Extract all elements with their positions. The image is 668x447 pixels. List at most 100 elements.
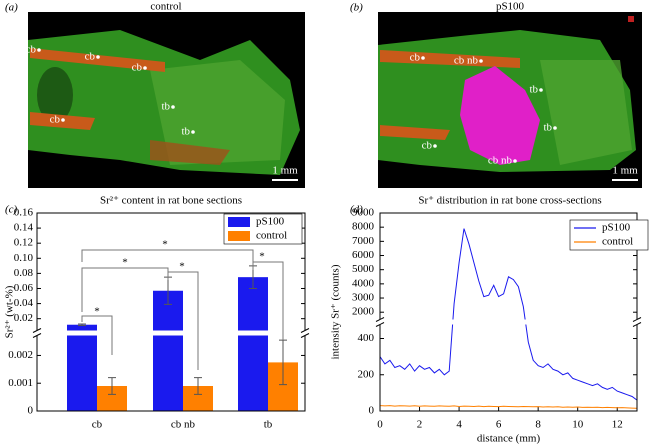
x-tick-label: 12 bbox=[612, 419, 623, 431]
break-mark bbox=[32, 333, 42, 338]
region-marker bbox=[96, 55, 100, 59]
y-tick-label: 0.10 bbox=[14, 252, 34, 264]
y-tick-label: 0 bbox=[369, 405, 375, 417]
region-marker bbox=[171, 105, 175, 109]
region-label: tb bbox=[161, 101, 170, 113]
x-tick-label: tb bbox=[264, 419, 273, 431]
scale-bar-label: 1 mm bbox=[612, 165, 638, 177]
y-tick-label: 6000 bbox=[352, 249, 375, 261]
significance-bracket bbox=[81, 249, 254, 262]
region-label: cb nb bbox=[454, 55, 479, 67]
chart-title: Sr²⁺ content in rat bone sections bbox=[100, 195, 242, 207]
break-mark bbox=[300, 333, 310, 338]
plot-frame bbox=[36, 212, 306, 412]
micrograph-a bbox=[28, 12, 305, 188]
region-label: cb bbox=[422, 140, 433, 152]
y-tick-label: 8000 bbox=[352, 221, 375, 233]
break-mark bbox=[632, 322, 642, 327]
y-tick-label: 5000 bbox=[352, 263, 375, 275]
legend-label: pS100 bbox=[602, 222, 631, 234]
significance-star: * bbox=[122, 257, 128, 269]
significance-bracket bbox=[167, 271, 199, 370]
region-label: cb nb bbox=[488, 155, 513, 167]
legend-swatch bbox=[228, 217, 250, 227]
y-tick-label: 400 bbox=[358, 332, 375, 344]
y-axis-label: intensity Sr⁺ (counts) bbox=[330, 264, 342, 359]
region-marker bbox=[421, 56, 425, 60]
significance-star: * bbox=[94, 306, 100, 318]
axis-break bbox=[376, 319, 384, 325]
y-tick-label: 0 bbox=[28, 405, 34, 417]
panel-title: pS100 bbox=[496, 1, 525, 13]
plot-frame bbox=[379, 212, 638, 412]
y-tick-label: 4000 bbox=[352, 277, 375, 289]
x-axis-label: distance (mm) bbox=[477, 433, 541, 445]
legend-swatch bbox=[228, 231, 250, 241]
break-mark bbox=[375, 322, 385, 327]
y-tick-label: 0.02 bbox=[14, 312, 33, 324]
axis-break bbox=[376, 319, 641, 325]
error-bar bbox=[194, 377, 202, 395]
significance-star: * bbox=[162, 239, 168, 251]
region-label: cb bbox=[410, 52, 421, 64]
break-mark bbox=[632, 317, 642, 322]
y-tick-label: 9000 bbox=[352, 207, 375, 219]
bar bbox=[67, 324, 97, 411]
significance-bracket bbox=[252, 261, 284, 340]
region-marker bbox=[553, 126, 557, 130]
y-tick-label: 0.08 bbox=[14, 267, 34, 279]
axis-break bbox=[33, 330, 309, 336]
region-label: tb bbox=[543, 122, 552, 134]
region-marker bbox=[539, 88, 543, 92]
bar bbox=[238, 277, 268, 411]
panel-letter: (c) bbox=[5, 204, 18, 216]
y-tick-label: 3000 bbox=[352, 292, 375, 304]
region-label: cb bbox=[26, 44, 37, 56]
significance-bracket bbox=[81, 315, 113, 355]
axis-break bbox=[33, 330, 41, 336]
region-label: tb bbox=[529, 84, 538, 96]
axis-break bbox=[633, 319, 641, 325]
region-label: cb bbox=[85, 51, 96, 63]
scale-bar-label: 1 mm bbox=[272, 165, 298, 177]
x-tick-label: 2 bbox=[417, 419, 423, 431]
region-marker bbox=[513, 159, 517, 163]
y-tick-label: 0.14 bbox=[14, 222, 34, 234]
break-mark bbox=[300, 328, 310, 333]
bar bbox=[153, 290, 183, 411]
panel-letter: (a) bbox=[5, 2, 18, 14]
y-tick-label: 0.002 bbox=[8, 349, 33, 361]
region-label: cb bbox=[50, 114, 61, 126]
y-tick-label: 200 bbox=[358, 368, 375, 380]
y-tick-label: 0.06 bbox=[14, 282, 34, 294]
y-tick-label: 7000 bbox=[352, 235, 375, 247]
error-bar bbox=[279, 339, 287, 386]
y-axis-label: Sr²⁺ (wt-%) bbox=[4, 285, 16, 338]
region-marker bbox=[433, 144, 437, 148]
panel-letter: (d) bbox=[350, 204, 363, 216]
data-line bbox=[379, 405, 638, 409]
x-tick-label: cb nb bbox=[171, 419, 196, 431]
region-marker bbox=[143, 66, 147, 70]
error-bar bbox=[78, 323, 86, 326]
significance-star: * bbox=[179, 261, 185, 273]
break-mark bbox=[32, 328, 42, 333]
region-label: cb bbox=[132, 62, 143, 74]
data-line bbox=[379, 228, 638, 401]
significance-star: * bbox=[259, 251, 265, 263]
legend-label: control bbox=[602, 236, 633, 248]
panel-letter: (b) bbox=[350, 2, 363, 14]
y-tick-label: 0.12 bbox=[14, 237, 33, 249]
region-marker bbox=[191, 130, 195, 134]
legend-label: control bbox=[256, 230, 287, 242]
y-tick-label: 0.16 bbox=[14, 207, 34, 219]
region-marker bbox=[37, 48, 41, 52]
legend-label: pS100 bbox=[256, 216, 285, 228]
chart-title: Sr⁺ distribution in rat bone cross-secti… bbox=[418, 195, 601, 207]
axis-break bbox=[301, 330, 309, 336]
region-marker bbox=[479, 59, 483, 63]
x-tick-label: 8 bbox=[535, 419, 541, 431]
y-tick-label: 2000 bbox=[352, 306, 375, 318]
break-mark bbox=[375, 317, 385, 322]
